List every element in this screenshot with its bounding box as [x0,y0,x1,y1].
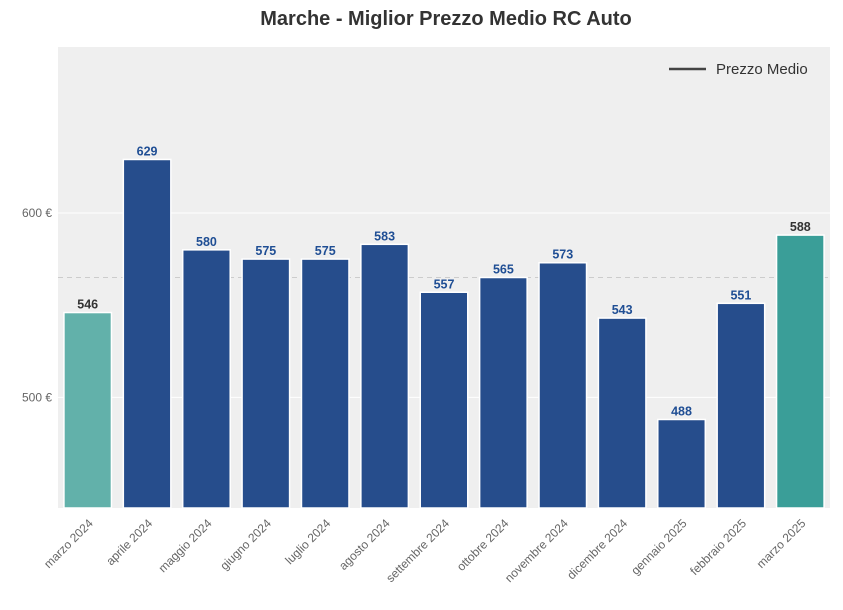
bar [478,276,528,509]
chart-title: Marche - Miglior Prezzo Medio RC Auto [260,8,632,30]
bar-value-label: 629 [137,144,158,158]
x-tick-label: febbraio 2025 [687,516,749,578]
bar-value-label: 580 [196,235,217,249]
x-tick-label: gennaio 2025 [628,516,690,578]
bar [538,261,588,509]
bar [181,249,231,509]
bar [360,243,410,509]
bars [63,158,825,509]
bar-value-label: 557 [434,277,455,291]
x-tick-label: dicembre 2024 [564,516,630,582]
bar-value-label: 575 [315,244,336,258]
bar-value-label: 575 [255,244,276,258]
bar-value-label: 488 [671,404,692,418]
x-tick-label: ottobre 2024 [454,516,512,574]
x-tick-label: marzo 2025 [754,516,809,571]
y-tick-label: 600 € [22,206,52,220]
x-tick-label: agosto 2024 [336,516,393,573]
bar-value-label: 573 [552,248,573,262]
bar [775,234,825,509]
y-axis-ticks: 500 € 600 € [22,206,52,404]
x-axis-ticks: marzo 2024 aprile 2024 maggio 2024 giugno 2… [41,516,809,585]
x-tick-label: giugno 2024 [217,516,274,573]
bar-value-label: 546 [77,298,98,312]
legend-label: Prezzo Medio [716,61,808,78]
x-tick-label: novembre 2024 [502,516,571,585]
x-tick-label: maggio 2024 [156,516,215,575]
bar [597,317,647,509]
x-tick-label: aprile 2024 [103,516,155,568]
bar-value-label: 588 [790,220,811,234]
bar [122,158,172,509]
bar [63,311,113,509]
bar-value-label: 551 [730,288,751,302]
legend: Prezzo Medio [669,61,808,78]
bar [241,258,291,509]
x-tick-label: settembre 2024 [383,516,452,585]
bar-labels: 546 629 580 575 575 583 557 565 573 543 488 551 588 [77,144,811,418]
bar-value-label: 565 [493,263,514,277]
bar [657,418,707,509]
bar [419,291,469,509]
y-tick-label: 500 € [22,390,52,404]
bar [300,258,350,509]
x-tick-label: marzo 2024 [41,516,96,571]
bar-value-label: 583 [374,229,395,243]
bar-value-label: 543 [612,303,633,317]
bar [716,302,766,509]
x-tick-label: luglio 2024 [282,516,333,567]
